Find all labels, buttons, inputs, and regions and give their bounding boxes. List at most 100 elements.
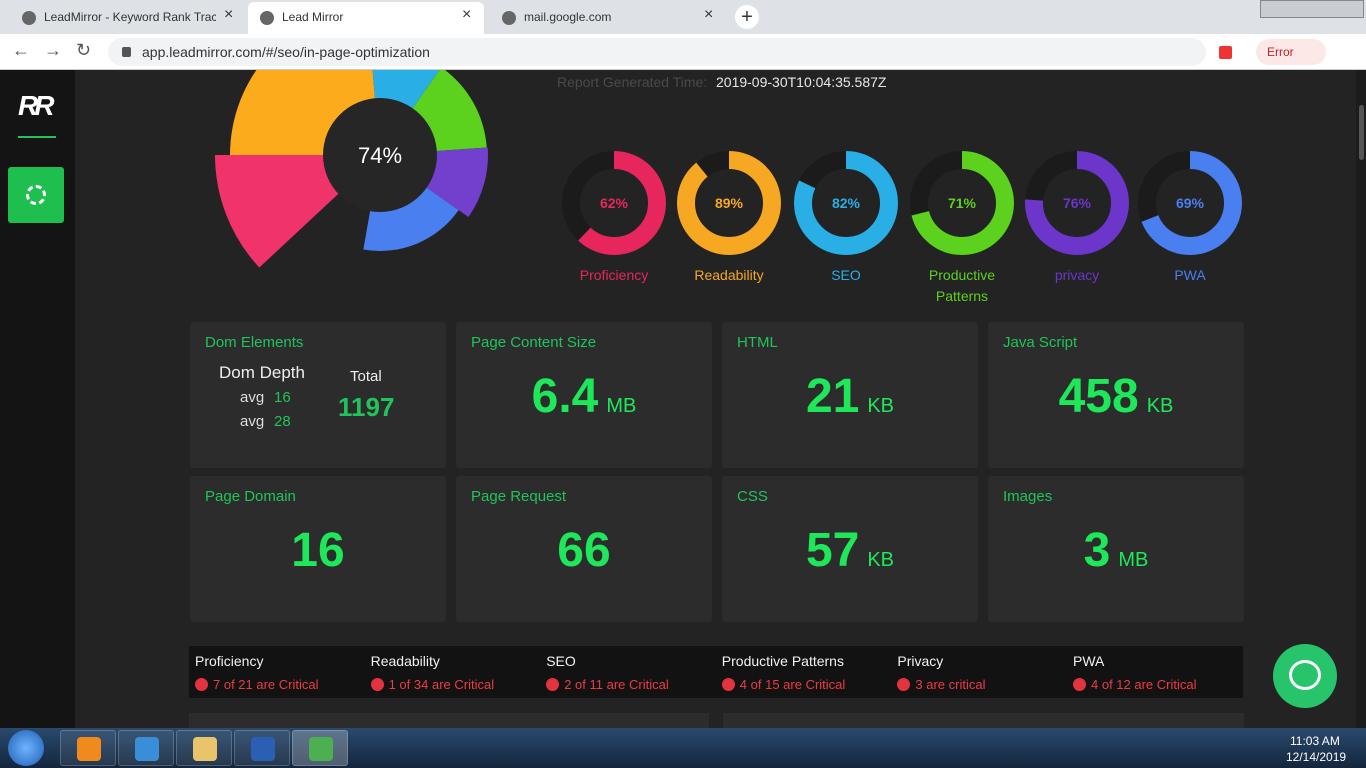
tab-icon [502, 11, 516, 25]
critical-name: PWA [1073, 653, 1105, 669]
status-chip[interactable]: Error [1256, 39, 1326, 65]
card[interactable]: Images 3 MB [988, 476, 1244, 622]
card[interactable]: CSS 57 KB [722, 476, 978, 622]
dom-depth-label: Dom Depth [219, 363, 305, 382]
gauge-name: Productive Patterns [928, 267, 996, 304]
gauge-arc [794, 151, 898, 255]
card[interactable]: HTML 21 KB [722, 322, 978, 468]
tab-close[interactable]: × [462, 6, 472, 23]
total-label: Total [350, 368, 382, 385]
critical-name: SEO [546, 653, 576, 669]
chat-button[interactable] [1273, 644, 1337, 708]
critical-name: Readability [370, 653, 440, 669]
tab-icon [260, 11, 274, 25]
card-title: Page Domain [205, 488, 296, 505]
metric-row: 16 [190, 518, 446, 595]
taskbar-app[interactable] [118, 730, 174, 766]
extension-icon[interactable] [1219, 46, 1232, 59]
gauge-name: Proficiency [579, 267, 649, 283]
gauge-arc [1138, 151, 1242, 255]
gauge-arc [562, 151, 666, 255]
tab-title: Lead Mirror [282, 10, 344, 24]
card-title: Java Script [1003, 334, 1078, 351]
card[interactable]: Page Request 66 [456, 476, 712, 622]
nav-control[interactable]: → [44, 40, 62, 60]
metric-row: 21 KB [722, 364, 978, 441]
taskbar-app[interactable] [176, 730, 232, 766]
critical-note: 4 of 12 are Critical [1091, 677, 1197, 692]
nav-control[interactable]: ↻ [76, 40, 92, 60]
lock-icon [122, 47, 131, 57]
metric-unit: KB [867, 395, 895, 417]
tab-close[interactable]: × [224, 6, 234, 23]
card[interactable]: Java Script 458 KB [988, 322, 1244, 468]
card[interactable]: Dom Elements Dom Depth avg 16 avg 28 Total 1197 [190, 322, 446, 468]
clock-time: 11:03 AM [1290, 734, 1340, 748]
nav-control[interactable]: ← [12, 40, 30, 60]
avg-label: avg [240, 389, 265, 406]
tab[interactable]: Lead Mirror × [248, 2, 484, 34]
metric-value: 6.4 [531, 370, 599, 423]
app-icon [193, 737, 217, 761]
card-title: Page Request [471, 488, 567, 505]
taskbar-app[interactable] [292, 730, 348, 766]
sidebar: RR [0, 70, 75, 728]
chat-icon [1289, 660, 1321, 690]
status-text: Error [1267, 45, 1294, 59]
critical-icon [721, 678, 735, 691]
card[interactable]: Page Domain 16 [190, 476, 446, 622]
critical-note: 7 of 21 are Critical [213, 677, 319, 692]
critical-name: Productive Patterns [721, 653, 844, 669]
gauge-label: 71% [948, 195, 977, 211]
tab-title: mail.google.com [524, 10, 612, 24]
metric-value: 16 [291, 524, 345, 577]
card-title: CSS [737, 488, 768, 505]
gauge-label: 89% [715, 195, 744, 211]
new-tab[interactable]: + [735, 5, 759, 29]
scroll-thumb [1359, 105, 1364, 160]
critical-icon [546, 678, 560, 691]
gauge-name: SEO [831, 267, 861, 283]
card-title: HTML [737, 334, 778, 351]
gauge-arc [677, 151, 781, 255]
metric-row: 458 KB [988, 364, 1244, 441]
taskbar-app[interactable] [234, 730, 290, 766]
overall-chart: 74% [215, 70, 488, 268]
taskbar-app[interactable] [60, 730, 116, 766]
metric-row: 3 MB [988, 518, 1244, 595]
gauge-name: Readability [694, 267, 764, 283]
logo-line [18, 136, 56, 138]
metric-value: 458 [1058, 370, 1139, 423]
metric-value: 66 [557, 524, 611, 577]
nav-button[interactable] [8, 167, 64, 223]
app-icon [77, 737, 101, 761]
start-button[interactable] [8, 730, 44, 766]
taskbar: 11:03 AM 12/14/2019 [0, 728, 1366, 768]
critical-note: 3 are critical [915, 677, 986, 692]
total-value: 1197 [338, 392, 395, 422]
gauge-name: privacy [1054, 267, 1100, 283]
toolbar: ← → ↻ app.leadmirror.com/#/seo/in-page-opti… [0, 34, 1366, 70]
window-controls[interactable] [1260, 0, 1364, 18]
clock-date: 12/14/2019 [1286, 750, 1347, 764]
metric-unit: KB [1146, 395, 1174, 417]
card-title: Page Content Size [471, 334, 597, 351]
gauge-label: 69% [1176, 195, 1205, 211]
tab[interactable]: LeadMirror - Keyword Rank Track × [10, 2, 246, 34]
gauge-label: 62% [600, 195, 629, 211]
critical-note: 4 of 15 are Critical [739, 677, 846, 692]
tab[interactable]: mail.google.com × [490, 2, 726, 34]
metric-value: 57 [805, 524, 860, 577]
metric-unit: MB [606, 395, 637, 417]
critical-bar: Proficiency 7 of 21 are Critical Readabili… [189, 646, 1243, 698]
critical-icon [1073, 678, 1086, 691]
card[interactable]: Page Content Size 6.4 MB [456, 322, 712, 468]
omnibox[interactable]: app.leadmirror.com/#/seo/in-page-optimiz… [108, 38, 1206, 66]
app-icon [251, 737, 275, 761]
tab-close[interactable]: × [704, 6, 714, 23]
metric-row: 66 [456, 518, 712, 595]
metric-unit: MB [1118, 549, 1149, 571]
gauge-name: PWA [1174, 267, 1206, 283]
